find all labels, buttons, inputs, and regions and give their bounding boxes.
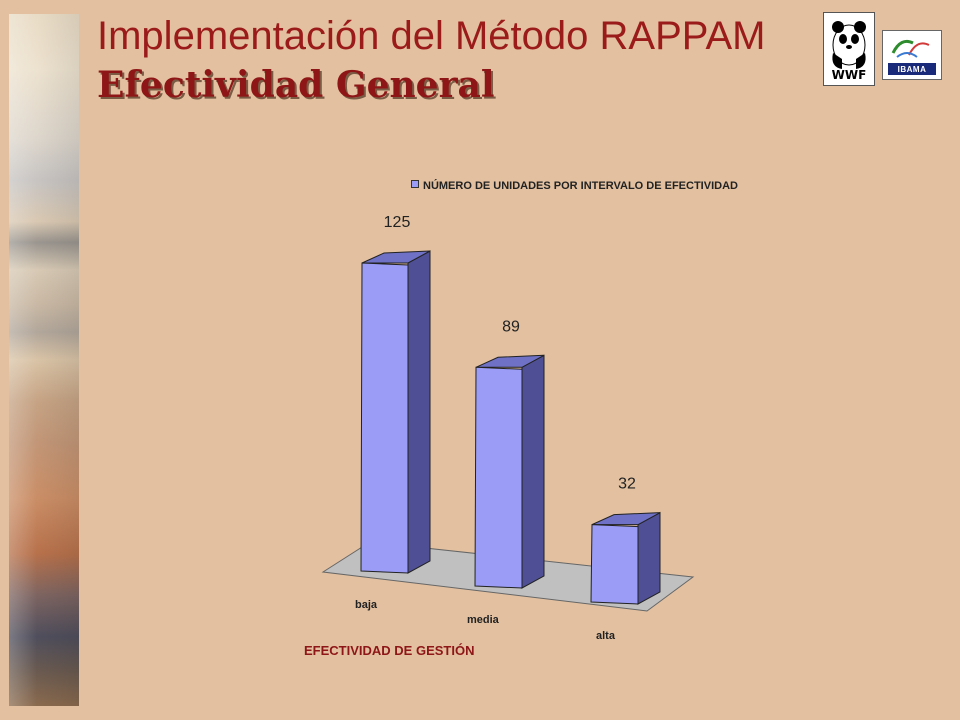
bar-media <box>474 366 523 589</box>
data-label-media: 89 <box>502 318 520 335</box>
bar-side-media <box>521 354 545 589</box>
legend-label: NÚMERO DE UNIDADES POR INTERVALO DE EFEC… <box>423 180 738 192</box>
x-axis-label: EFECTIVIDAD DE GESTIÓN <box>304 643 475 658</box>
legend-swatch <box>411 180 419 188</box>
page-subtitle: Efectividad General <box>97 64 495 106</box>
bar-side-baja <box>407 250 431 574</box>
bar-top-alta <box>591 512 661 526</box>
data-label-alta: 32 <box>618 476 636 493</box>
ibama-logo-text: IBAMA <box>897 65 927 74</box>
ibama-logo: IBAMA <box>882 30 942 80</box>
page-title: Implementación del Método RAPPAM <box>97 14 766 58</box>
bar-top-baja <box>361 250 431 264</box>
bar-alta <box>590 524 639 605</box>
category-label-alta: alta <box>596 630 616 642</box>
data-label-baja: 125 <box>384 214 411 231</box>
panda-icon <box>832 21 866 69</box>
wwf-logo-text: WWF <box>831 68 867 82</box>
category-label-media: media <box>467 614 500 626</box>
category-label-baja: baja <box>355 599 378 611</box>
bar-top-media <box>475 354 545 368</box>
ibama-band <box>888 63 936 75</box>
bar-side-alta <box>637 511 661 605</box>
decorative-side-image <box>9 14 79 706</box>
leaf-icon <box>891 39 930 58</box>
chart-legend: NÚMERO DE UNIDADES POR INTERVALO DE EFEC… <box>411 180 738 192</box>
wwf-logo: WWF <box>823 12 875 86</box>
bar-baja <box>360 262 409 574</box>
